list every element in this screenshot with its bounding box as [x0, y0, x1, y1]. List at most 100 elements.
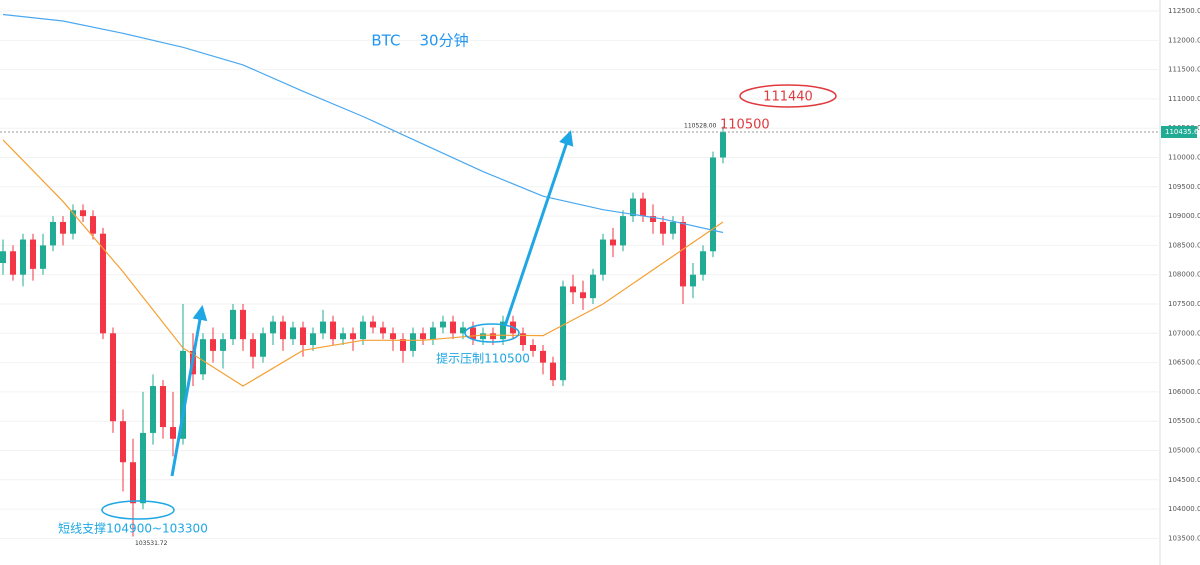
candle-body — [720, 131, 726, 158]
candle-body — [50, 221, 56, 246]
y-tick-label: 106000.00 — [1168, 388, 1200, 396]
candle-body — [580, 292, 586, 299]
candle-body — [250, 339, 256, 357]
y-tick-label: 112500.00 — [1168, 7, 1200, 15]
candle-body — [10, 251, 16, 275]
candle-body — [290, 327, 296, 340]
arrow — [503, 130, 574, 327]
candle-body — [310, 333, 316, 346]
candle-body — [700, 251, 706, 275]
arrow — [170, 305, 208, 477]
candle-body — [70, 210, 76, 234]
candle-body — [520, 333, 526, 346]
candle-body — [460, 327, 466, 334]
candle-body — [230, 309, 236, 340]
candle-body — [660, 221, 666, 234]
candle-body — [100, 233, 106, 334]
candle-body — [200, 339, 206, 375]
candle-body — [110, 333, 116, 422]
candle-body — [300, 327, 306, 346]
candle-body — [0, 251, 6, 263]
candle-body — [560, 286, 566, 381]
candle-body — [150, 386, 156, 433]
candle-body — [30, 239, 36, 269]
y-tick-label: 108000.00 — [1168, 271, 1200, 279]
candle-body — [160, 386, 166, 428]
candle-body — [570, 286, 576, 293]
candle-body — [20, 239, 26, 275]
candle-body — [320, 321, 326, 334]
y-tick-label: 105000.00 — [1168, 446, 1200, 454]
y-tick-label: 107000.00 — [1168, 329, 1200, 337]
candle-body — [60, 221, 66, 234]
y-tick-label: 109500.00 — [1168, 183, 1200, 191]
candle-body — [530, 345, 536, 351]
y-tick-label: 111000.00 — [1168, 95, 1200, 103]
candle-body — [120, 421, 126, 463]
candle-body — [270, 321, 276, 334]
y-tick-label: 109000.00 — [1168, 212, 1200, 220]
candle-body — [480, 333, 486, 340]
candle-body — [380, 327, 386, 334]
candle-body — [450, 321, 456, 334]
candle-body — [690, 274, 696, 287]
y-tick-label: 104000.00 — [1168, 505, 1200, 513]
moving-average — [2, 139, 724, 387]
candle-body — [330, 321, 336, 340]
candle-body — [670, 221, 676, 234]
candle-body — [130, 462, 136, 504]
candle-body — [430, 327, 436, 340]
candle-body — [340, 333, 346, 340]
candle-body — [90, 216, 96, 234]
candle-body — [610, 239, 616, 246]
resistance-label: 110500 — [720, 118, 770, 133]
candle-body — [490, 333, 496, 340]
candle-body — [400, 339, 406, 351]
candle-body — [350, 333, 356, 340]
support-ellipse — [101, 500, 175, 520]
candle-body — [40, 245, 46, 269]
candle-body — [640, 198, 646, 217]
candle-body — [630, 198, 636, 217]
y-tick-label: 103500.00 — [1168, 534, 1200, 542]
y-tick-label: 112000.00 — [1168, 36, 1200, 44]
support-label: 短线支撑104900~103300 — [58, 521, 208, 536]
candle-body — [140, 432, 146, 504]
candle-body — [260, 333, 266, 357]
y-tick-label: 110000.00 — [1168, 154, 1200, 162]
candle-body — [620, 216, 626, 246]
candle-body — [680, 221, 686, 287]
candle-body — [170, 427, 176, 439]
candle-body — [710, 157, 716, 252]
candle-body — [360, 321, 366, 340]
candle-body — [280, 321, 286, 340]
y-tick-label: 104500.00 — [1168, 476, 1200, 484]
moving-average — [2, 13, 724, 234]
pressure-label: 提示压制110500 — [436, 351, 530, 366]
target-ellipse — [739, 84, 837, 108]
candle-body — [410, 333, 416, 351]
candle-body — [420, 333, 426, 340]
candle-body — [220, 339, 226, 351]
chart-title: BTC 30分钟 — [371, 32, 468, 50]
plot: 110435.65 103531.72 — [0, 13, 1200, 547]
candle-body — [590, 274, 596, 299]
y-tick-label: 106500.00 — [1168, 359, 1200, 367]
candle-body — [540, 350, 546, 363]
last-price-label: 110435.65 — [1165, 128, 1200, 136]
y-tick-label: 108500.00 — [1168, 241, 1200, 249]
candle-body — [80, 210, 86, 217]
candle-body — [440, 321, 446, 328]
target-label: 111440 — [763, 90, 813, 105]
candle-body — [180, 350, 186, 439]
candle-body — [650, 216, 656, 222]
y-tick-label: 105500.00 — [1168, 417, 1200, 425]
candle-body — [370, 321, 376, 328]
candle-body — [210, 339, 216, 351]
high-label: 110528.00 — [684, 123, 717, 130]
candle-body — [500, 321, 506, 340]
candle-body — [550, 362, 556, 381]
candle-body — [600, 239, 606, 275]
